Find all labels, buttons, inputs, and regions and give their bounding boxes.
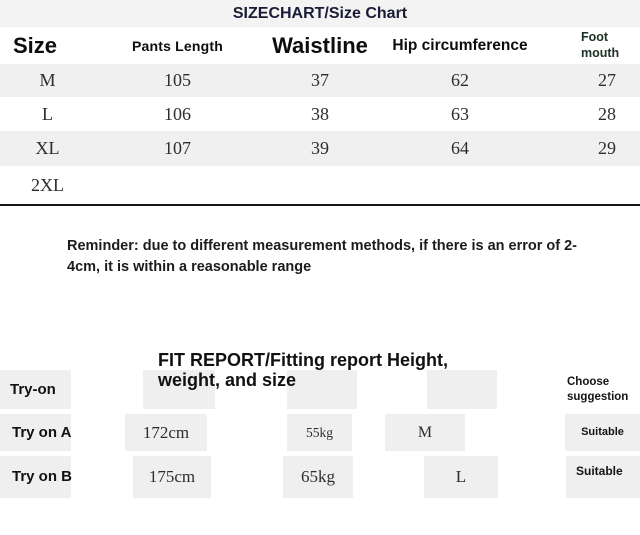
cell-pants-length: 105 bbox=[164, 70, 191, 90]
size-chart-title: SIZECHART/Size Chart bbox=[0, 0, 640, 27]
stripe bbox=[566, 456, 640, 498]
cell-size: XL bbox=[35, 138, 60, 158]
suggestion-value: Suitable bbox=[581, 426, 624, 438]
column-header-size: Size bbox=[13, 32, 58, 58]
stripe bbox=[424, 456, 498, 498]
cell-pants-length: 106 bbox=[164, 103, 191, 124]
column-header-pants-length: Pants Length bbox=[131, 37, 224, 54]
cell-waistline: 38 bbox=[311, 103, 329, 124]
fit-report-title: FIT REPORT/Fitting report Height, weight… bbox=[158, 350, 448, 390]
cell-pants-length: 107 bbox=[164, 138, 191, 158]
stripe bbox=[125, 414, 207, 451]
cell-size: L bbox=[42, 103, 53, 124]
reminder-text: Reminder: due to different measurement m… bbox=[67, 238, 578, 276]
size-table-header: Size Pants Length Waistline Hip circumfe… bbox=[0, 27, 640, 64]
table-row-m: M 105 37 62 27 bbox=[0, 64, 640, 97]
column-header-foot-mouth: Foot mouth bbox=[540, 29, 640, 62]
cell-hip: 62 bbox=[451, 70, 469, 90]
size-value: L bbox=[455, 467, 467, 486]
weight-value: 65kg bbox=[301, 467, 335, 486]
column-header-hip-circumference: Hip circumference bbox=[392, 36, 528, 54]
cell-hip: 63 bbox=[451, 103, 469, 124]
try-on-b-label: Try on B bbox=[12, 468, 73, 485]
column-header-waistline: Waistline bbox=[272, 32, 368, 58]
stripe bbox=[0, 370, 71, 409]
stripe bbox=[427, 370, 497, 409]
height-value: 175cm bbox=[148, 467, 196, 486]
foot-mouth-label: Foot mouth bbox=[581, 29, 620, 61]
fit-table-header: Try-on Choose suggestion bbox=[0, 370, 640, 409]
stripe bbox=[287, 414, 352, 451]
stripe bbox=[0, 456, 71, 498]
table-row-2xl: 2XL bbox=[0, 166, 640, 204]
fit-row-try-on-a: Try on A 172cm 55kg M Suitable bbox=[0, 414, 640, 451]
try-on-a-label: Try on A bbox=[12, 424, 72, 441]
stripe bbox=[565, 414, 640, 451]
size-value: M bbox=[417, 424, 433, 441]
stripe bbox=[0, 414, 71, 451]
height-value: 172cm bbox=[142, 423, 190, 442]
cell-hip: 64 bbox=[451, 138, 469, 158]
weight-value: 55kg bbox=[306, 425, 333, 440]
table-row-xl: XL 107 39 64 29 bbox=[0, 131, 640, 166]
fit-row-try-on-b: Try on B 175cm 65kg L Suitable bbox=[0, 456, 640, 498]
cell-size: M bbox=[39, 70, 56, 90]
choose-suggestion-header-label: Choose suggestion bbox=[567, 376, 629, 403]
stripe bbox=[133, 456, 211, 498]
stripe bbox=[283, 456, 353, 498]
suggestion-value: Suitable bbox=[576, 464, 623, 478]
cell-foot: 28 bbox=[598, 103, 616, 124]
stripe bbox=[287, 370, 357, 409]
stripe bbox=[385, 414, 465, 451]
cell-foot: 27 bbox=[598, 70, 616, 90]
cell-waistline: 39 bbox=[311, 138, 329, 158]
stripe bbox=[143, 370, 215, 409]
cell-size: 2XL bbox=[31, 174, 64, 195]
cell-waistline: 37 bbox=[311, 70, 329, 90]
table-bottom-divider bbox=[0, 204, 640, 206]
table-row-l: L 106 38 63 28 bbox=[0, 97, 640, 131]
try-on-header-label: Try-on bbox=[10, 381, 56, 398]
cell-foot: 29 bbox=[598, 138, 616, 158]
